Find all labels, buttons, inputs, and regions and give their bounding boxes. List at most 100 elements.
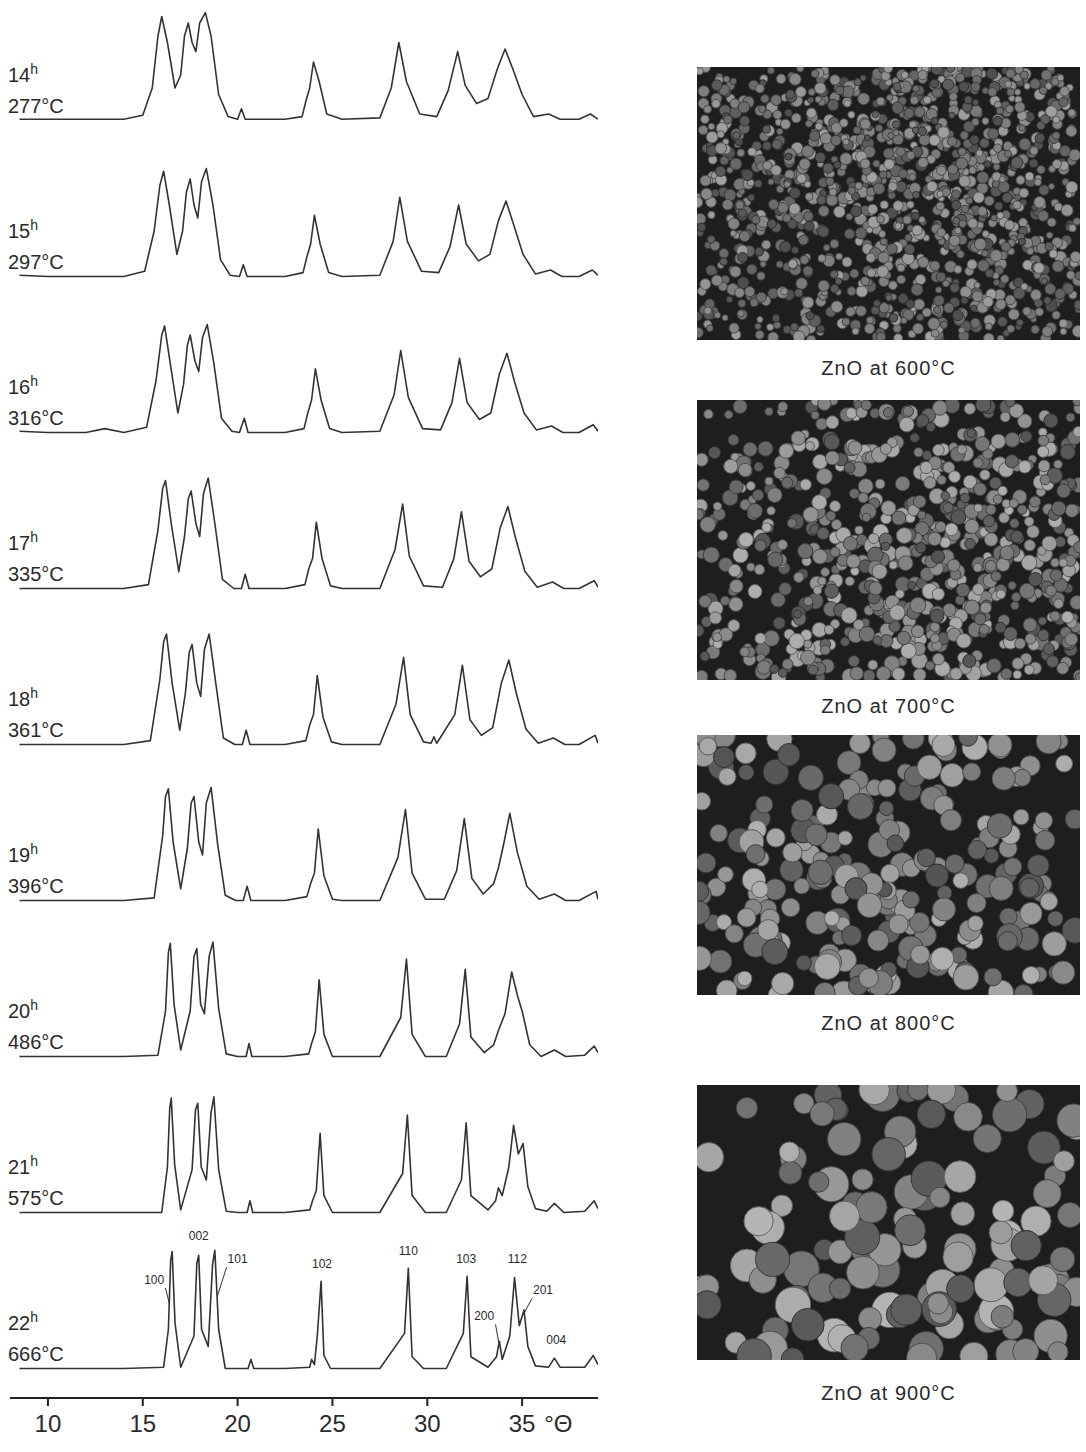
label-sup: h [30, 1309, 38, 1325]
texture-grain [704, 105, 712, 113]
texture-grain [844, 229, 854, 239]
texture-grain [1012, 658, 1024, 670]
texture-grain [715, 143, 726, 154]
texture-grain [803, 212, 813, 222]
label-part: 15 [8, 220, 30, 242]
texture-grain [840, 119, 848, 127]
texture-grain [804, 640, 812, 648]
texture-grain [1051, 558, 1060, 567]
texture-grain [703, 547, 719, 563]
texture-grain [1074, 300, 1080, 310]
texture-grain [1011, 157, 1023, 169]
texture-grain [701, 115, 710, 124]
texture-grain [969, 167, 976, 174]
texture-grain [805, 120, 812, 127]
texture-grain [1004, 150, 1011, 157]
texture-grain [763, 161, 772, 170]
texture-grain [1055, 289, 1066, 300]
texture-grain [796, 87, 807, 98]
texture-grain [945, 523, 958, 536]
texture-grain [1015, 102, 1025, 112]
texture-grain [1019, 238, 1026, 245]
xrd-pattern [19, 478, 598, 589]
texture-grain [765, 407, 773, 415]
texture-grain [957, 251, 965, 259]
texture-grain [793, 331, 805, 340]
texture-grain [997, 335, 1004, 340]
texture-grain [1076, 673, 1080, 680]
texture-grain [1045, 242, 1053, 250]
texture-grain [771, 165, 781, 175]
texture-grain [964, 428, 977, 441]
texture-grain [856, 286, 868, 298]
texture-grain [974, 483, 987, 496]
texture-grain [701, 188, 712, 199]
texture-grain [943, 503, 953, 513]
peak-label: 101 [228, 1252, 248, 1266]
texture-grain [1069, 149, 1080, 161]
texture-grain [722, 199, 733, 210]
texture-grain [1014, 89, 1020, 95]
texture-grain [831, 301, 843, 313]
texture-grain [817, 527, 829, 539]
photo-background [697, 67, 1080, 340]
label-part: 316°C [8, 407, 64, 429]
x-axis: 101520253035°Θ [10, 1398, 598, 1437]
texture-grain [906, 300, 915, 309]
texture-grain [848, 656, 859, 667]
texture-grain [738, 210, 747, 219]
leader-line [217, 1267, 226, 1297]
texture-grain [853, 126, 861, 134]
tick-mark [521, 1398, 523, 1406]
texture-grain [789, 73, 801, 85]
texture-grain [935, 521, 946, 532]
texture-grain [1017, 319, 1024, 326]
texture-grain [760, 261, 766, 267]
texture-grain [932, 588, 944, 600]
texture-grain [830, 240, 839, 249]
texture-grain [984, 533, 997, 546]
texture-grain [752, 216, 760, 224]
texture-grain [884, 67, 893, 73]
texture-grain [765, 477, 773, 485]
texture-grain [1013, 201, 1021, 209]
texture-grain [773, 110, 782, 119]
texture-grain [988, 88, 997, 97]
texture-grain [1008, 581, 1016, 589]
texture-grain [1019, 461, 1032, 474]
texture-grain [1057, 662, 1069, 674]
texture-grain [1060, 444, 1075, 459]
texture-grain [1006, 105, 1014, 113]
texture-grain [973, 563, 982, 572]
texture-grain [878, 252, 889, 263]
texture-grain [1012, 593, 1021, 602]
texture-grain [834, 161, 841, 168]
texture-grain [914, 448, 923, 457]
texture-grain [802, 297, 813, 308]
texture-grain [845, 577, 854, 586]
texture-grain [1053, 116, 1060, 123]
texture-grain [993, 116, 1002, 125]
texture-grain [1052, 132, 1060, 140]
texture-grain [999, 176, 1005, 182]
tick-label: 25 [319, 1410, 346, 1437]
texture-grain [697, 625, 704, 637]
texture-grain [973, 458, 983, 468]
texture-grain [795, 289, 803, 297]
texture-grain [973, 100, 979, 106]
texture-grain [936, 202, 944, 210]
texture-grain [700, 652, 710, 662]
texture-grain [754, 180, 762, 188]
texture-grain [930, 609, 944, 623]
texture-grain [787, 518, 796, 527]
texture-grain [938, 127, 950, 139]
texture-grain [896, 147, 905, 156]
texture-grain [706, 265, 717, 276]
label-sup: h [30, 685, 38, 701]
texture-grain [1073, 218, 1080, 225]
texture-grain [1016, 124, 1025, 133]
texture-grain [937, 166, 946, 175]
texture-grain [768, 179, 774, 185]
texture-grain [910, 433, 919, 442]
texture-grain [892, 668, 905, 680]
